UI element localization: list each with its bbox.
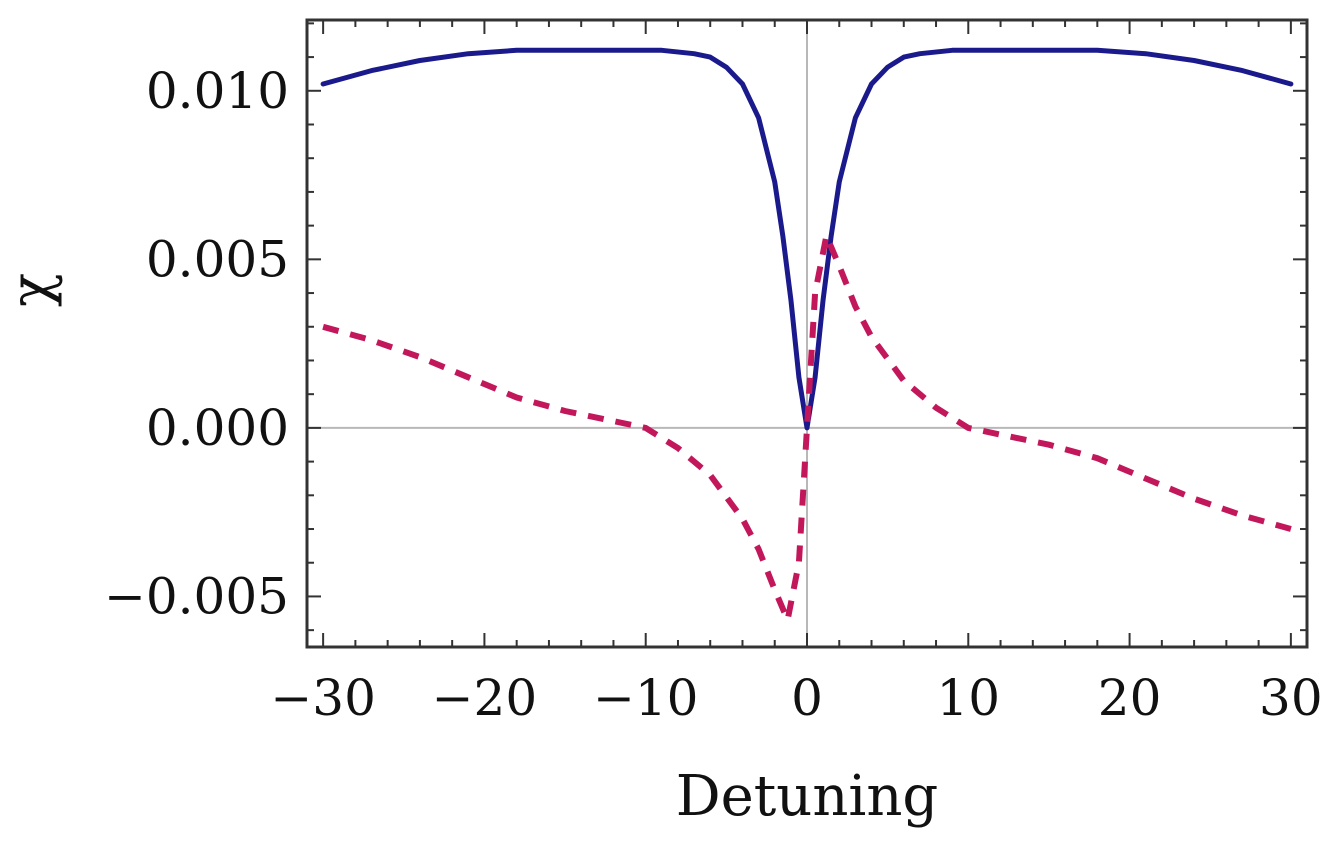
y-tick-labels: −0.005 0.000 0.005 0.010 (104, 62, 289, 626)
x-tick-label: 30 (1259, 669, 1323, 727)
x-tick-label: 10 (936, 669, 1000, 727)
y-tick-label: 0.010 (146, 62, 289, 120)
x-tick-label: −20 (432, 669, 538, 727)
x-tick-label: 20 (1098, 669, 1162, 727)
dashed-series-line (322, 232, 1292, 623)
y-tick-label: 0.005 (146, 230, 289, 288)
ticks (307, 20, 1307, 647)
x-tick-label: −10 (593, 669, 699, 727)
x-axis-title: Detuning (676, 764, 939, 829)
series-layer (320, 47, 1294, 623)
solid-series-line (320, 47, 1294, 431)
y-axis-title: χ (0, 273, 64, 307)
x-tick-labels: −30 −20 −10 0 10 20 30 (270, 669, 1322, 727)
x-tick-label: 0 (791, 669, 823, 727)
y-tick-label: −0.005 (104, 567, 289, 625)
y-tick-label: 0.000 (146, 399, 289, 457)
x-tick-label: −30 (270, 669, 376, 727)
